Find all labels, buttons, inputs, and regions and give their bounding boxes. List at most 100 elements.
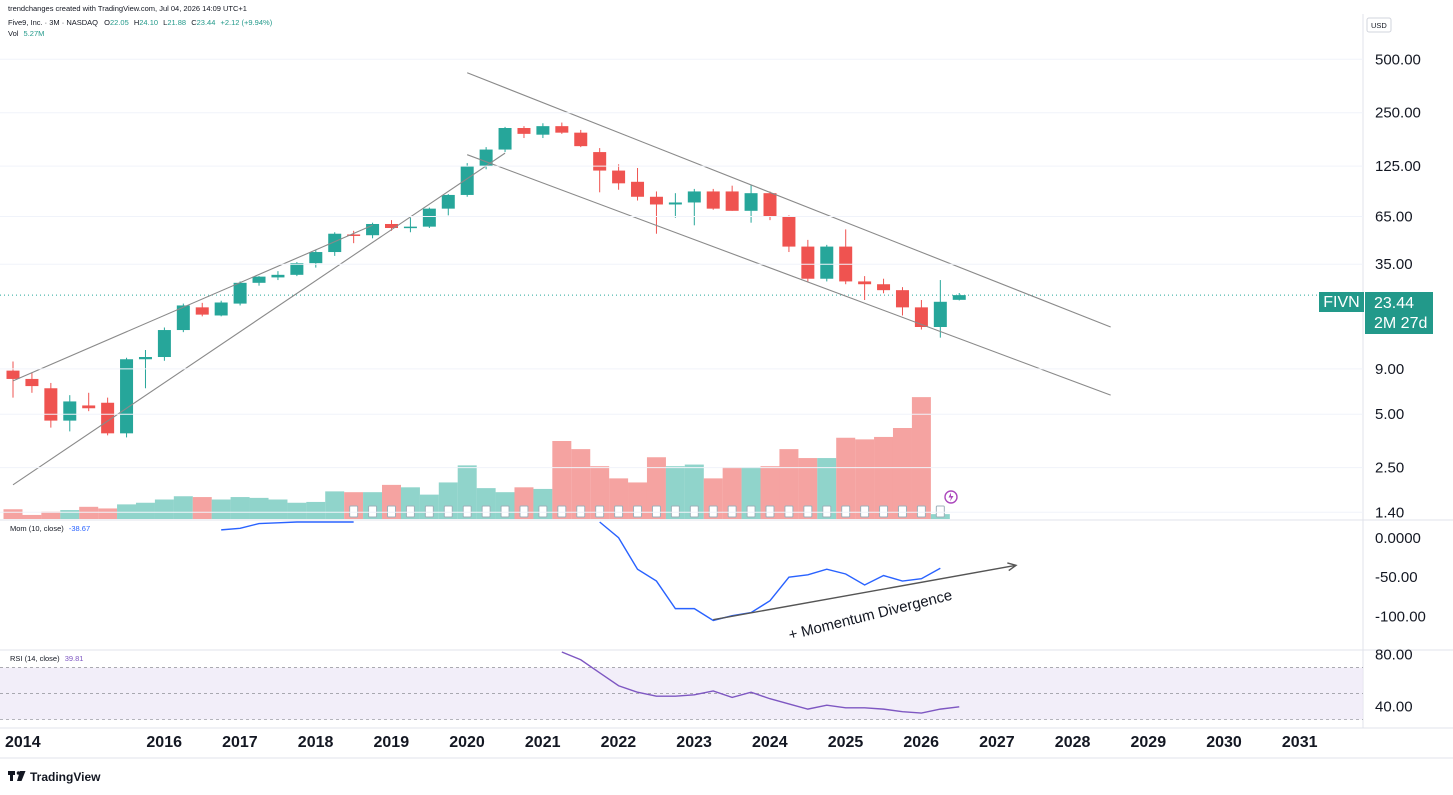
candle-body bbox=[536, 126, 550, 135]
volume-bar bbox=[22, 514, 42, 519]
candle-body bbox=[555, 126, 569, 133]
price-tick-label: 5.00 bbox=[1375, 406, 1404, 423]
candle-body bbox=[6, 370, 20, 379]
volume-legend: Vol 5.27M bbox=[8, 29, 44, 38]
ticker-tag bbox=[1319, 292, 1364, 312]
earnings-marker-icon bbox=[462, 505, 472, 518]
candle-body bbox=[895, 290, 909, 308]
time-tick-label: 2026 bbox=[903, 734, 939, 751]
trend-lines bbox=[12, 72, 1111, 486]
volume-bar bbox=[741, 467, 761, 519]
ohlc-high-key: H bbox=[134, 18, 139, 27]
volume-bar bbox=[192, 497, 212, 519]
candle-body bbox=[233, 282, 247, 304]
candle-body bbox=[347, 234, 361, 236]
price-tag-countdown: 2M 27d bbox=[1374, 315, 1427, 332]
earnings-marker-icon bbox=[481, 505, 491, 518]
momentum-title: Mom (10, close) bbox=[10, 524, 64, 533]
momentum-line-segment bbox=[599, 521, 941, 622]
volume-bar bbox=[798, 458, 818, 519]
rsi-tick-label: 80.00 bbox=[1375, 647, 1413, 664]
brand-name: TradingView bbox=[30, 770, 101, 784]
volume-bar bbox=[892, 428, 912, 519]
volume-bar bbox=[457, 465, 477, 519]
dividend-marker-icon[interactable] bbox=[944, 490, 958, 504]
volume-bar bbox=[760, 466, 780, 519]
momentum-tick-label: -100.00 bbox=[1375, 609, 1426, 626]
candle-body bbox=[328, 233, 342, 253]
earnings-marker-icon bbox=[841, 505, 851, 518]
volume-bar bbox=[287, 502, 307, 519]
time-tick-label: 2027 bbox=[979, 734, 1015, 751]
volume-bar bbox=[684, 464, 704, 519]
ohlc-open-key: O bbox=[104, 18, 110, 27]
ohlc-high: 24.10 bbox=[139, 18, 158, 27]
candle-body bbox=[914, 307, 928, 327]
candle-body bbox=[44, 388, 58, 421]
candle-body bbox=[782, 216, 796, 247]
volume-bar bbox=[855, 439, 875, 519]
divergence-arrowhead bbox=[1007, 562, 1018, 572]
price-tick-label: 250.00 bbox=[1375, 105, 1421, 122]
candle-body bbox=[271, 274, 285, 278]
candle-body bbox=[422, 208, 436, 227]
candle-body bbox=[25, 378, 39, 387]
down-channel-lower-line bbox=[467, 154, 1111, 396]
candle-body bbox=[290, 263, 304, 275]
volume-bar bbox=[609, 478, 629, 519]
volume-bar bbox=[3, 509, 23, 519]
candle-body bbox=[309, 252, 323, 264]
credit-line: trendchanges created with TradingView.co… bbox=[8, 4, 247, 13]
time-tick-label: 2028 bbox=[1055, 734, 1091, 751]
candle-body bbox=[138, 357, 152, 360]
ohlc-close-key: C bbox=[191, 18, 197, 27]
rsi-title: RSI (14, close) bbox=[10, 654, 60, 663]
volume-bar bbox=[590, 466, 610, 519]
volume-bar bbox=[646, 457, 666, 519]
earnings-markers bbox=[349, 505, 945, 518]
candle-body bbox=[479, 149, 493, 167]
volume-bar bbox=[230, 497, 250, 519]
candle-body bbox=[877, 284, 891, 291]
volume-bar bbox=[79, 506, 99, 519]
time-tick-label: 2016 bbox=[146, 734, 182, 751]
earnings-marker-icon bbox=[633, 505, 643, 518]
rsi-pane: 80.00 40.00 bbox=[0, 647, 1413, 720]
symbol-ohlc-line: Five9, Inc. · 3M · NASDAQ O22.05 H24.10 … bbox=[8, 18, 273, 27]
volume-bar bbox=[173, 496, 193, 519]
candle-body bbox=[460, 166, 474, 195]
volume-bar bbox=[41, 511, 61, 519]
price-tag-price: 23.44 bbox=[1374, 295, 1414, 312]
earnings-marker-icon bbox=[576, 505, 586, 518]
volume-bar bbox=[722, 467, 742, 519]
price-tick-label: 9.00 bbox=[1375, 361, 1404, 378]
earnings-marker-icon bbox=[765, 505, 775, 518]
candle-body bbox=[574, 132, 588, 147]
tradingview-logo-icon bbox=[8, 771, 26, 781]
time-tick-label: 2022 bbox=[601, 734, 637, 751]
candle-body bbox=[385, 223, 398, 229]
ohlc-low-key: L bbox=[163, 18, 167, 27]
candle-body bbox=[858, 281, 872, 285]
time-tick-label: 2017 bbox=[222, 734, 258, 751]
volume-bar bbox=[154, 499, 174, 519]
candle-body bbox=[82, 405, 96, 409]
earnings-marker-icon bbox=[822, 505, 832, 518]
volume-bar bbox=[135, 502, 155, 519]
time-tick-label: 2025 bbox=[828, 734, 864, 751]
down-channel-upper-line bbox=[466, 72, 1111, 328]
rsi-title-line: RSI (14, close) 39.81 bbox=[10, 654, 83, 663]
volume-bar bbox=[779, 449, 799, 519]
price-tick-label: 35.00 bbox=[1375, 256, 1413, 273]
time-tick-label: 2020 bbox=[449, 734, 485, 751]
currency-box[interactable] bbox=[1366, 17, 1392, 33]
earnings-marker-icon bbox=[727, 505, 737, 518]
ohlc-open: 22.05 bbox=[110, 18, 129, 27]
time-tick-label: 2024 bbox=[752, 734, 788, 751]
ticker-tag-label: FIVN bbox=[1323, 294, 1359, 311]
volume-bar bbox=[552, 441, 572, 519]
momentum-title-line: Mom (10, close) -38.67 bbox=[10, 524, 90, 533]
volume-bars bbox=[3, 397, 950, 519]
volume-bar bbox=[98, 508, 118, 519]
up-channel-lower-line bbox=[12, 152, 506, 486]
